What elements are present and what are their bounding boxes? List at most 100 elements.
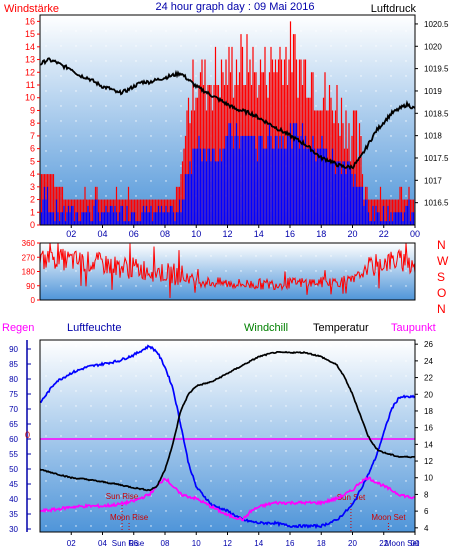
- direction-ticks: 0 90 180 270 360: [22, 239, 40, 305]
- pressure-tick-label: 1016.5: [424, 199, 449, 208]
- temperature-tick-label: 14: [424, 440, 433, 449]
- temperature-tick-label: 20: [424, 390, 433, 399]
- temp-x-tick-label: 20: [348, 539, 357, 548]
- regen-label: Regen: [2, 322, 34, 334]
- wind-label: Windstärke: [4, 3, 59, 15]
- wind-tick-label: 13: [25, 55, 35, 65]
- direction-tick-label: 270: [22, 253, 36, 262]
- temperature-tick-label: 16: [424, 424, 433, 433]
- humidity-tick-label: 80: [9, 375, 18, 384]
- pressure-tick-label: 1018.5: [424, 109, 449, 118]
- pressure-line: [40, 57, 416, 171]
- direction-line: [39, 242, 416, 299]
- temperature-tick-label: 26: [424, 340, 433, 349]
- wind-tick-label: 9: [30, 105, 35, 115]
- wind-tick-label: 14: [25, 42, 35, 52]
- pressure-tick-label: 1019.5: [424, 65, 449, 74]
- astro-marks: Sun Rise Moon Rise Sun Set Moon Set: [106, 492, 406, 532]
- wind-tick-label: 15: [25, 29, 35, 39]
- taupunkt-label: Taupunkt: [391, 322, 436, 334]
- wind-x-tick-label: 12: [222, 229, 232, 239]
- temp-x-tick-label: 16: [286, 539, 295, 548]
- wind-tick-label: 5: [30, 156, 35, 166]
- wind-x-tick-label: 06: [129, 229, 139, 239]
- wind-tick-label: 7: [30, 131, 35, 141]
- temperature-tick-label: 12: [424, 457, 433, 466]
- windchill-label: Windchill: [244, 322, 288, 334]
- temp-x-tick-label: 00: [411, 539, 420, 548]
- direction-tick-label: 360: [22, 239, 36, 248]
- humidity-tick-label: 45: [9, 480, 18, 489]
- wind-x-tick-label: 04: [97, 229, 107, 239]
- temperature-line: [39, 350, 416, 492]
- humidity-ticks: 30 35 40 45 50 55 60 65 70 75 80 85 90: [9, 340, 31, 534]
- direction-tick-label: 180: [22, 268, 36, 277]
- temperature-tick-label: 22: [424, 374, 433, 383]
- wind-tick-label: 1: [30, 207, 35, 217]
- temp-x-tick-label: 08: [161, 539, 170, 548]
- wind-x-tick-label: 18: [316, 229, 326, 239]
- pressure-tick-label: 1017: [424, 176, 442, 185]
- wind-tick-label: 2: [30, 195, 35, 205]
- direction-letter: S: [437, 270, 445, 284]
- direction-panel-dots: [40, 243, 415, 300]
- wind-x-ticks: 02 04 06 08 10 12 14 16 18 20 22 00: [66, 225, 420, 239]
- temperature-tick-label: 24: [424, 357, 433, 366]
- humidity-tick-label: 30: [9, 525, 18, 534]
- humidity-tick-label: 70: [9, 405, 18, 414]
- temp-x-tick-label: 12: [223, 539, 232, 548]
- wind-x-tick-label: 08: [160, 229, 170, 239]
- humidity-tick-label: 55: [9, 450, 18, 459]
- wind-x-tick-label: 02: [66, 229, 76, 239]
- humidity-tick-label: 35: [9, 510, 18, 519]
- humidity-tick-label: 50: [9, 465, 18, 474]
- humidity-tick-label: 60: [9, 435, 18, 444]
- luftfeuchte-label: Luftfeuchte: [67, 322, 121, 334]
- temp-x-tick-label: 18: [317, 539, 326, 548]
- wind-tick-label: 0: [30, 220, 35, 230]
- wind-x-tick-label: 10: [191, 229, 201, 239]
- temp-x-tick-label: 04: [98, 539, 107, 548]
- humidity-tick-label: 75: [9, 390, 18, 399]
- humidity-tick-label: 40: [9, 495, 18, 504]
- wind-tick-label: 11: [26, 80, 35, 90]
- wind-x-tick-label: 20: [347, 229, 357, 239]
- astro-label: Sun Rise: [106, 492, 139, 501]
- temperature-tick-label: 10: [424, 474, 433, 483]
- temperature-tick-label: 18: [424, 407, 433, 416]
- pressure-tick-label: 1018: [424, 132, 442, 141]
- direction-tick-label: 90: [26, 282, 35, 291]
- wind-x-tick-label: 00: [410, 229, 420, 239]
- wind-tick-label: 8: [30, 118, 35, 128]
- temp-x-tick-label: 10: [192, 539, 201, 548]
- pressure-right-ticks: 1016.5 1017 1017.5 1018 1018.5 1019 1019.5 1020…: [415, 20, 449, 208]
- astro-label: Moon Set: [371, 513, 406, 522]
- direction-letter: N: [437, 302, 446, 316]
- temp-x-tick-label: 02: [67, 539, 76, 548]
- bottom-moonset-label: Moon Set: [385, 539, 420, 548]
- wind-bars: [39, 21, 415, 225]
- wind-tick-label: 16: [25, 16, 35, 26]
- temp-x-ticks: 02 04 06 08 10 12 14 16 18 20 22 00: [67, 532, 420, 548]
- temperatur-label: Temperatur: [313, 322, 369, 334]
- wind-tick-label: 4: [30, 169, 35, 179]
- humidity-tick-label: 90: [9, 345, 18, 354]
- dewpoint-line: [39, 476, 416, 522]
- wind-x-tick-label: 22: [379, 229, 389, 239]
- direction-series: [39, 242, 416, 299]
- chart-title: 24 hour graph day : 09 Mai 2016: [155, 1, 314, 13]
- temp-panel-dots: [40, 340, 415, 532]
- pressure-tick-label: 1020.5: [424, 20, 449, 29]
- pressure-tick-label: 1019: [424, 87, 442, 96]
- wind-tick-label: 10: [25, 93, 35, 103]
- wind-x-tick-label: 16: [285, 229, 295, 239]
- temp-x-tick-label: 22: [379, 539, 388, 548]
- bottom-sunrise-label: Sun Rise: [112, 539, 145, 548]
- pressure-tick-label: 1020: [424, 42, 442, 51]
